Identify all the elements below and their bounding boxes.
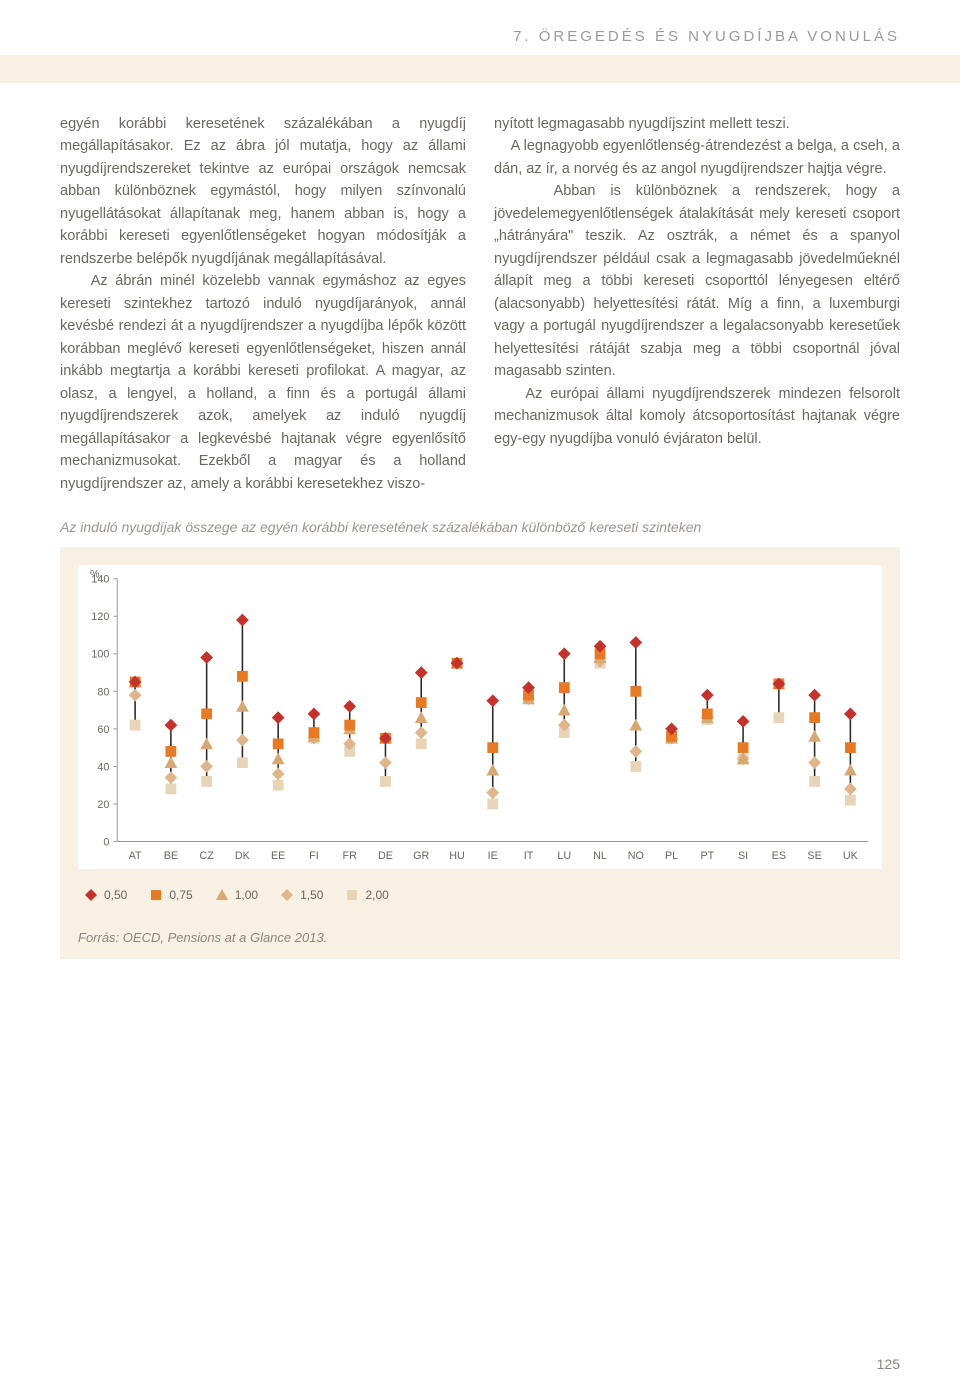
- legend-item: 1,00: [215, 888, 258, 902]
- svg-text:NO: NO: [628, 850, 644, 862]
- page-number: 125: [877, 1356, 900, 1372]
- svg-text:UK: UK: [843, 850, 859, 862]
- svg-text:PT: PT: [700, 850, 714, 862]
- chart-container: 020406080100120140%ATBECZDKEEFIFRDEGRHUI…: [60, 547, 900, 959]
- legend-item: 2,00: [345, 888, 388, 902]
- svg-text:IE: IE: [488, 850, 498, 862]
- svg-text:80: 80: [97, 686, 109, 698]
- chart-svg: 020406080100120140%ATBECZDKEEFIFRDEGRHUI…: [78, 565, 882, 869]
- svg-text:120: 120: [91, 611, 109, 623]
- svg-text:60: 60: [97, 724, 109, 736]
- chart-title: Az induló nyugdíjak összege az egyén kor…: [60, 519, 900, 535]
- chapter-header: 7. ÖREGEDÉS ÉS NYUGDÍJBA VONULÁS: [0, 0, 960, 55]
- svg-text:NL: NL: [593, 850, 607, 862]
- svg-text:DE: DE: [378, 850, 393, 862]
- legend-label: 0,50: [104, 888, 127, 902]
- svg-text:FR: FR: [343, 850, 358, 862]
- svg-text:CZ: CZ: [199, 850, 214, 862]
- svg-text:GR: GR: [413, 850, 429, 862]
- legend-label: 1,00: [235, 888, 258, 902]
- left-column-text: egyén korábbi keresetének százalékában a…: [60, 113, 466, 495]
- legend-label: 1,50: [300, 888, 323, 902]
- svg-text:HU: HU: [449, 850, 465, 862]
- chart-legend: 0,50 0,75 1,00 1,50 2,00: [78, 888, 882, 902]
- chart-source: Forrás: OECD, Pensions at a Glance 2013.: [78, 930, 882, 945]
- svg-text:DK: DK: [235, 850, 251, 862]
- right-column-text: nyított legmagasabb nyugdíjszint mellett…: [494, 113, 900, 450]
- chart-section: Az induló nyugdíjak összege az egyén kor…: [60, 519, 900, 959]
- svg-text:PL: PL: [665, 850, 678, 862]
- svg-text:EE: EE: [271, 850, 285, 862]
- svg-text:SE: SE: [807, 850, 821, 862]
- svg-text:ES: ES: [772, 850, 786, 862]
- svg-text:BE: BE: [164, 850, 178, 862]
- left-column: egyén korábbi keresetének százalékában a…: [60, 113, 466, 495]
- decorative-band: [0, 55, 960, 83]
- svg-text:AT: AT: [129, 850, 142, 862]
- text-content: egyén korábbi keresetének százalékában a…: [0, 83, 960, 495]
- svg-text:20: 20: [97, 799, 109, 811]
- svg-text:100: 100: [91, 649, 109, 661]
- svg-text:40: 40: [97, 761, 109, 773]
- svg-text:IT: IT: [524, 850, 534, 862]
- legend-label: 2,00: [365, 888, 388, 902]
- svg-text:FI: FI: [309, 850, 319, 862]
- svg-text:LU: LU: [557, 850, 571, 862]
- legend-item: 0,75: [149, 888, 192, 902]
- legend-label: 0,75: [169, 888, 192, 902]
- legend-item: 1,50: [280, 888, 323, 902]
- svg-text:%: %: [90, 569, 100, 581]
- svg-text:SI: SI: [738, 850, 748, 862]
- svg-text:0: 0: [103, 836, 109, 848]
- right-column: nyított legmagasabb nyugdíjszint mellett…: [494, 113, 900, 495]
- legend-item: 0,50: [84, 888, 127, 902]
